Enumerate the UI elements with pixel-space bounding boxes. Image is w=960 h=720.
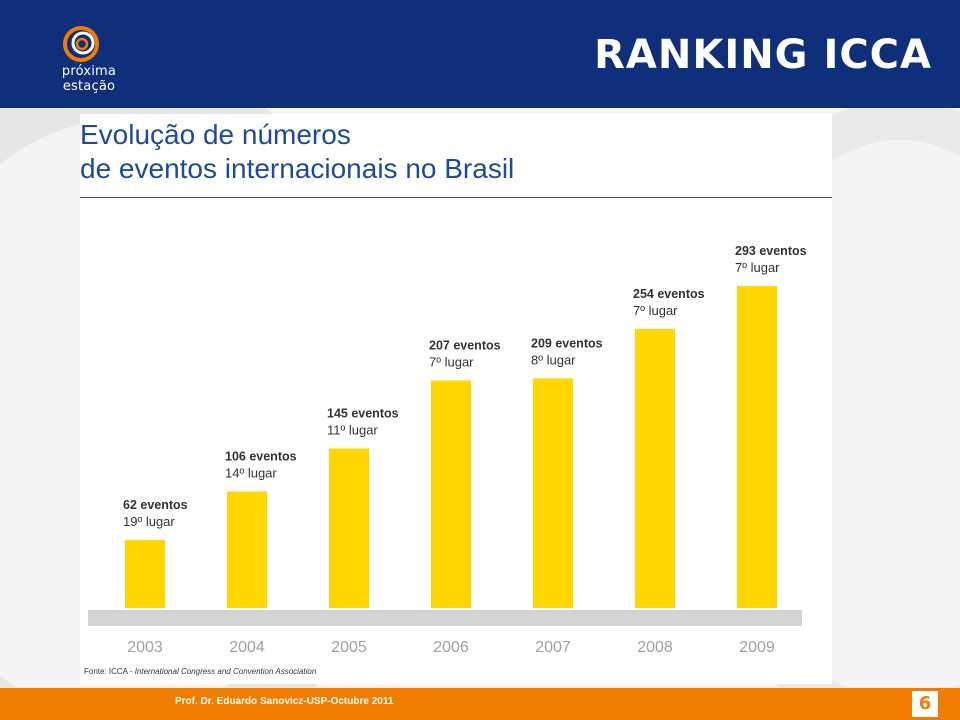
bar	[125, 539, 165, 608]
bar-value-label: 254 eventos	[633, 287, 705, 301]
footer-bar: Prof. Dr. Eduardo Sanovicz-USP-Octubre 2…	[0, 688, 960, 720]
bar	[635, 328, 675, 608]
bar-rank-label: 11º lugar	[327, 423, 378, 438]
bar-chart: 62 eventos 19º lugar 2003 106 eventos 14º lu…	[88, 244, 807, 656]
source-prefix: Fonte: ICCA -	[84, 667, 135, 676]
chart-title: Evolução de números de eventos internaci…	[80, 118, 514, 186]
x-tick-label: 2006	[433, 639, 469, 656]
bar	[431, 380, 471, 608]
page-number-box: 6	[912, 691, 938, 717]
bar-rank-label: 7º lugar	[735, 260, 780, 275]
bar-rank-label: 7º lugar	[429, 355, 474, 370]
bar-rank-label: 14º lugar	[225, 466, 277, 481]
x-tick-label: 2003	[127, 639, 163, 656]
x-tick-label: 2007	[535, 639, 571, 656]
header-bar: próxima estação RANKING ICCA	[0, 0, 960, 108]
bar	[227, 491, 267, 608]
slide-title: RANKING ICCA	[594, 32, 932, 78]
bar-rank-label: 19º lugar	[123, 514, 175, 529]
bar-value-label: 207 eventos	[429, 339, 501, 353]
bar	[329, 448, 369, 608]
chart-panel: Evolução de números de eventos internaci…	[80, 114, 832, 684]
logo: próxima estação	[34, 22, 144, 94]
bar-rank-label: 8º lugar	[531, 352, 576, 367]
x-tick-label: 2004	[229, 639, 265, 656]
x-axis-band	[88, 610, 802, 626]
x-tick-label: 2009	[739, 639, 775, 656]
x-tick-label: 2005	[331, 639, 367, 656]
logo-swirl-icon	[63, 26, 99, 62]
chart-title-line-2: de eventos internacionais no Brasil	[80, 153, 515, 184]
bar	[533, 378, 573, 608]
bar-rank-label: 7º lugar	[633, 303, 678, 318]
page-number: 6	[918, 693, 932, 714]
bar	[737, 286, 777, 608]
bar-value-label: 145 eventos	[327, 407, 399, 421]
bar-value-label: 209 eventos	[531, 336, 603, 350]
chart-title-line-1: Evolução de números	[80, 119, 351, 150]
bar-value-label: 62 eventos	[123, 498, 188, 512]
chart-title-rule	[80, 197, 832, 198]
source-name: International Congress and Convention As…	[134, 667, 317, 676]
footer-credit: Prof. Dr. Eduardo Sanovicz-USP-Octubre 2…	[175, 696, 394, 707]
x-tick-label: 2008	[637, 639, 673, 656]
chart-source: Fonte: ICCA - International Congress and…	[84, 667, 316, 676]
bar-value-label: 293 eventos	[735, 244, 807, 258]
logo-text: próxima estação	[61, 64, 117, 94]
bar-value-label: 106 eventos	[225, 450, 297, 464]
